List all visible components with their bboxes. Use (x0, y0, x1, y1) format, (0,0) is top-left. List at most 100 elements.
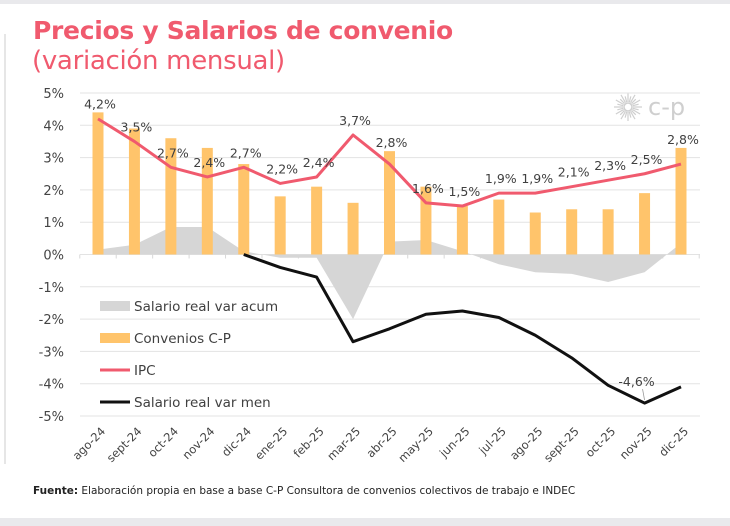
data-label-ipc: 2,7% (157, 145, 189, 160)
x-tick-label: oct-25 (582, 424, 618, 460)
source-label: Fuente: (33, 485, 79, 497)
x-tick-label: may-25 (395, 424, 436, 465)
annotation-salario-men: -4,6% (618, 374, 654, 389)
bar-convenios (347, 202, 359, 255)
bar-convenios (128, 128, 140, 255)
sun-ray (619, 110, 625, 116)
bar-convenios (493, 199, 505, 255)
cp-logo: c-p (614, 93, 685, 121)
source-note: Fuente: Elaboración propia en base a bas… (33, 485, 575, 497)
y-tick-label: -5% (39, 410, 64, 425)
sun-ray (632, 107, 639, 111)
sun-ray (615, 99, 624, 106)
bar-convenios (566, 209, 578, 255)
data-label-ipc: 2,4% (303, 155, 335, 170)
y-tick-label: 5% (43, 87, 64, 102)
data-label-ipc: 1,6% (412, 181, 444, 196)
legend-label: Convenios C-P (134, 331, 231, 347)
y-tick-label: -2% (39, 313, 64, 328)
data-label-ipc: 2,8% (376, 135, 408, 150)
source-text: Elaboración propia en base a base C-P Co… (78, 485, 576, 497)
sun-ray (629, 111, 636, 120)
legend-item: Salario real var men (100, 395, 271, 411)
bar-convenios (602, 209, 614, 255)
bar-convenios (420, 186, 432, 255)
x-tick-label: feb-25 (291, 424, 327, 460)
legend-item: Salario real var acum (100, 299, 278, 315)
legend-label: Salario real var men (134, 395, 271, 411)
legend-label: IPC (134, 363, 156, 379)
data-labels: 4,2% 3,5% 2,7% 2,4% 2,7% 2,2% 2,4% 3,7% 2,8% 1,6%… (84, 96, 699, 401)
x-tick-label: mar-25 (324, 424, 363, 463)
series-convenios-cp (92, 112, 687, 255)
data-label-ipc: 2,5% (631, 152, 663, 167)
x-tick-label: ago-24 (70, 424, 108, 462)
x-tick-label: nov-24 (180, 424, 218, 462)
data-label-ipc: 2,8% (667, 132, 699, 147)
bar-convenios (311, 186, 323, 255)
y-tick-label: -4% (39, 378, 64, 393)
data-label-ipc: 2,4% (193, 155, 225, 170)
bar-convenios (238, 164, 250, 255)
x-tick-label: dic-24 (219, 424, 254, 459)
bar-convenios (529, 212, 541, 255)
legend-swatch (100, 333, 130, 343)
y-tick-label: -3% (39, 345, 64, 360)
sun-ray (628, 96, 632, 103)
sun-ray (632, 103, 639, 107)
bar-convenios (384, 151, 395, 255)
bar-convenios (456, 206, 468, 255)
sun-ray (617, 103, 624, 107)
y-tick-label: 4% (43, 119, 64, 134)
sun-core (623, 102, 633, 112)
bar-convenios (675, 147, 687, 255)
bar-convenios (92, 112, 104, 255)
y-tick-label: 1% (43, 216, 64, 231)
sun-burst-icon (614, 93, 642, 121)
bar-convenios (274, 196, 286, 255)
legend-item: Convenios C-P (100, 331, 231, 347)
x-tick-label: ago-25 (507, 424, 545, 462)
sun-ray (629, 94, 636, 103)
logo-text: c-p (648, 93, 685, 121)
sun-ray (631, 98, 637, 104)
y-tick-label: -1% (39, 281, 64, 296)
data-label-ipc: 2,2% (266, 161, 298, 176)
legend-swatch (100, 301, 130, 311)
sun-ray (620, 111, 627, 120)
data-label-ipc: 4,2% (84, 96, 116, 111)
x-tick-label: jun-25 (436, 424, 472, 460)
y-axis-ticks: 5% 4% 3% 2% 1% 0% -1% -2% -3% -4% -5% (39, 87, 64, 425)
series-salario-real-var-men (243, 253, 682, 405)
data-label-ipc: 3,7% (339, 113, 371, 128)
data-label-ipc: 2,1% (558, 165, 590, 180)
legend-item: IPC (100, 363, 156, 379)
sun-ray (631, 110, 637, 116)
sun-ray (624, 111, 628, 118)
x-tick-label: dic-25 (656, 424, 691, 459)
x-tick-label: jul-25 (475, 424, 509, 458)
annotation-leader (642, 389, 645, 401)
data-label-ipc: 1,5% (448, 184, 480, 199)
x-tick-label: sept-24 (104, 424, 145, 465)
sun-ray (615, 108, 624, 115)
legend: Salario real var acum Convenios C-P IPC Sal… (100, 299, 278, 411)
left-divider (4, 34, 6, 464)
legend-label: Salario real var acum (134, 299, 278, 315)
sun-ray (617, 107, 624, 111)
data-label-ipc: 1,9% (521, 171, 553, 186)
x-tick-label: nov-25 (617, 424, 655, 462)
x-tick-label: oct-24 (145, 424, 181, 460)
x-tick-label: sept-25 (541, 424, 582, 465)
data-label-ipc: 2,7% (230, 145, 262, 160)
sun-ray (624, 96, 628, 103)
series-ipc (97, 117, 682, 208)
bar-convenios (201, 147, 213, 255)
y-tick-label: 0% (43, 249, 64, 264)
sun-ray (619, 98, 625, 104)
data-label-ipc: 1,9% (485, 171, 517, 186)
data-label-ipc: 3,5% (121, 119, 153, 134)
chart-title: Precios y Salarios de convenio (33, 16, 453, 45)
